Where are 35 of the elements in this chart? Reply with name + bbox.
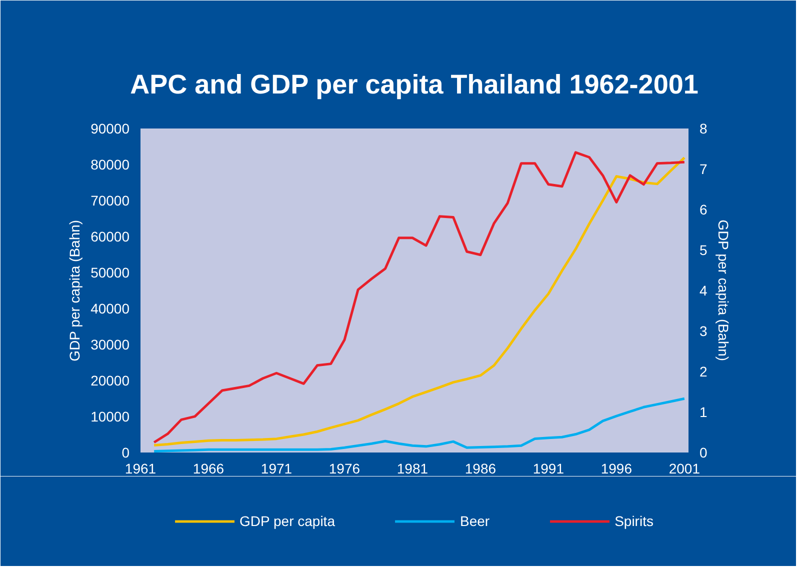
x-tick-label: 1966	[192, 460, 224, 476]
y-tick-label: 10000	[90, 408, 130, 424]
x-tick-label: 1981	[396, 460, 428, 476]
y2-axis-title: GDP per capita (Bahn)	[715, 220, 732, 362]
legend-label: Beer	[460, 513, 490, 529]
y2-tick-label: 4	[700, 282, 708, 298]
y2-tick-label: 7	[700, 161, 708, 177]
y-tick-label: 70000	[90, 192, 130, 208]
x-tick-label: 1991	[532, 460, 564, 476]
y2-tick-label: 0	[700, 444, 708, 460]
line-series	[152, 397, 686, 452]
y-tick-label: 20000	[90, 372, 130, 388]
y-tick-label: 30000	[90, 336, 130, 352]
x-tick-label: 1996	[600, 460, 632, 476]
y-tick-label: 80000	[90, 156, 130, 172]
y-tick-label: 60000	[90, 228, 130, 244]
x-tick-label: 1971	[260, 460, 292, 476]
y-tick-label: 0	[122, 444, 130, 460]
legend-label: Spirits	[614, 513, 654, 529]
x-tick-label: 1961	[124, 460, 156, 476]
x-tick-label: 1976	[328, 460, 360, 476]
y-axis-title: GDP per capita (Bahn)	[66, 220, 83, 362]
y2-tick-label: 2	[700, 364, 708, 380]
y2-tick-label: 3	[700, 323, 708, 339]
y2-tick-label: 6	[700, 202, 708, 218]
x-tick-label: 2001	[668, 460, 700, 476]
y2-tick-label: 1	[700, 404, 708, 420]
y-tick-label: 90000	[90, 120, 130, 136]
legend-label: GDP per capita	[240, 513, 335, 529]
y2-tick-label: 5	[700, 242, 708, 258]
y2-tick-label: 8	[700, 120, 708, 136]
y-tick-label: 40000	[90, 300, 130, 316]
y-tick-label: 50000	[90, 264, 130, 280]
x-tick-label: 1986	[464, 460, 496, 476]
chart-title: APC and GDP per capita Thailand 1962-2001	[130, 70, 698, 100]
